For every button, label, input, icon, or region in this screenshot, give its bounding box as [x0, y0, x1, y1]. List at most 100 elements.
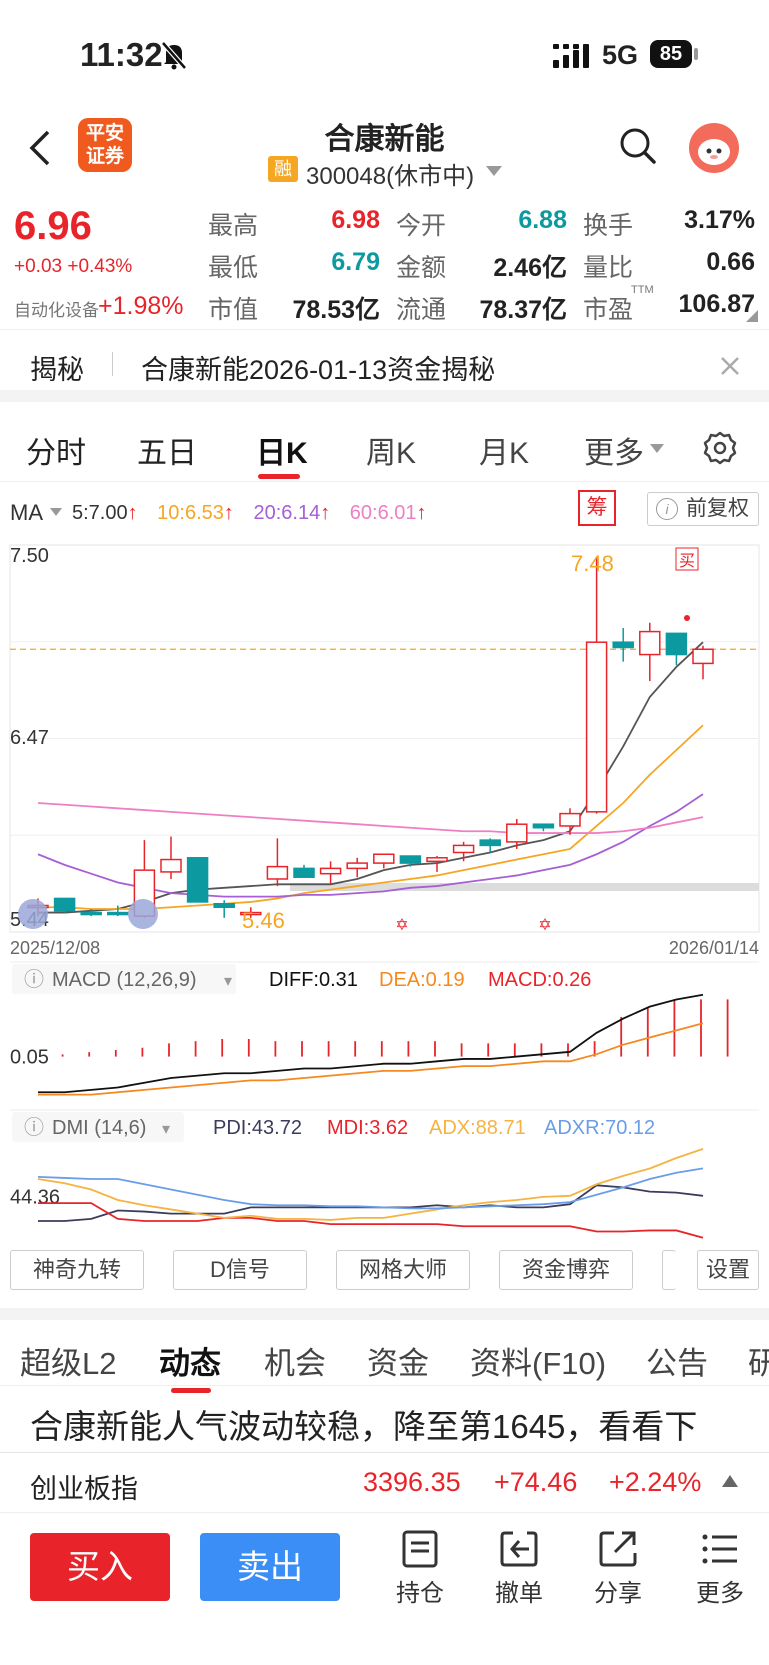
quote-label: 今开 [396, 212, 447, 240]
d-signal-button[interactable]: D信号 [173, 1250, 307, 1290]
pdi-label: PDI:43.72 [213, 1117, 302, 1139]
quote-value: 3.17% [684, 206, 755, 234]
candle-body [559, 812, 581, 827]
document-icon [402, 1530, 438, 1568]
settings-gear-icon[interactable] [702, 430, 738, 466]
candle-body [639, 630, 661, 656]
expand-up-icon[interactable] [722, 1475, 738, 1487]
quote-label: 市盈 [583, 296, 634, 324]
tab-intraday[interactable]: 分时 [26, 437, 86, 470]
network-type: 5G [602, 40, 639, 70]
share-icon [599, 1531, 637, 1567]
undo-icon [500, 1531, 538, 1567]
candle-body [426, 857, 448, 863]
chip-distribution-button[interactable]: 筹 [578, 490, 616, 526]
high-price-marker: 7.48 [571, 551, 614, 576]
search-icon[interactable] [618, 126, 658, 166]
share-button[interactable]: 分享 [586, 1529, 650, 1608]
sector-name[interactable]: 自动化设备 [14, 301, 99, 320]
candle-body [266, 865, 289, 880]
dmi-y-label: 44.36 [10, 1186, 60, 1208]
candle-body [373, 853, 395, 864]
news-headline[interactable]: 合康新能人气波动较稳，降至第1645，看看下 [30, 1408, 698, 1445]
banner-text[interactable]: 合康新能2026-01-13资金揭秘 [141, 355, 496, 385]
event-star-icon: ✡ [395, 917, 408, 934]
back-arrow-icon[interactable] [26, 128, 52, 168]
tab-super-l2[interactable]: 超级L2 [20, 1346, 117, 1381]
quote-label: 市值 [208, 296, 259, 324]
margin-badge: 融 [268, 156, 298, 182]
candle-body [240, 911, 262, 916]
tab-five-day[interactable]: 五日 [137, 437, 197, 470]
adx-label: ADX:88.71 [429, 1117, 526, 1139]
stock-header: 平安 证券 合康新能 融 300048(休市中) [0, 110, 769, 192]
cancel-order-button[interactable]: 撤单 [487, 1529, 551, 1608]
index-name: 创业板指 [30, 1474, 138, 1504]
adjust-button[interactable]: 前复权 i [647, 492, 759, 526]
mdi-label: MDI:3.62 [327, 1117, 408, 1139]
stock-code-status[interactable]: 300048(休市中) [306, 163, 475, 190]
banner-tag: 揭秘 [30, 355, 84, 385]
candle-body [160, 858, 182, 873]
tab-capital[interactable]: 资金 [367, 1346, 429, 1381]
index-ticker[interactable]: 创业板指 3396.35 +74.46 +2.24% [0, 1452, 769, 1512]
more-tool-button[interactable] [662, 1250, 676, 1290]
drag-handle-icon [18, 899, 48, 929]
last-price: 6.96 [14, 204, 92, 248]
tab-active-indicator [258, 474, 300, 479]
quote-label: 换手 [583, 212, 634, 240]
tab-announcement[interactable]: 公告 [646, 1346, 708, 1381]
ma-values: 5:7.00↑ 10:6.53↑ 20:6.14↑ 60:6.01↑ [72, 502, 427, 524]
news-tab-indicator [171, 1388, 211, 1393]
dmi-line-adx [37, 1148, 704, 1221]
candle-body [452, 844, 475, 854]
tab-opportunity[interactable]: 机会 [264, 1346, 326, 1381]
magic-nine-button[interactable]: 神奇九转 [10, 1250, 144, 1290]
dmi-line-adxr [37, 1167, 704, 1210]
candle-body [532, 823, 555, 829]
assistant-avatar-icon[interactable] [688, 122, 740, 174]
close-icon[interactable] [720, 356, 740, 376]
quote-value: 6.88 [518, 206, 567, 234]
buy-button[interactable]: 买入 [30, 1533, 170, 1601]
ma-caret-icon[interactable] [50, 508, 62, 516]
quote-panel: 6.96 +0.03 +0.43% 自动化设备 +1.98% 最高 6.98 今开 6… [0, 192, 769, 330]
tab-research[interactable]: 研 [748, 1346, 769, 1381]
capital-game-button[interactable]: 资金博弈 [499, 1250, 633, 1290]
tab-f10[interactable]: 资料(F10) [470, 1346, 607, 1381]
tab-more[interactable]: 更多 [584, 437, 644, 470]
index-value: 3396.35 [363, 1467, 461, 1497]
battery-tip [694, 48, 698, 60]
caret-down-icon[interactable] [486, 166, 502, 176]
candle-body [399, 855, 422, 864]
broker-logo[interactable]: 平安 证券 [78, 118, 132, 172]
kline-chart-area[interactable]: ⓘ MACD (12,26,9) ▾ DIFF:0.31 DEA:0.19 MACD:0.… [0, 536, 769, 1250]
clock: 11:32 [80, 36, 163, 73]
quote-value: 106.87 [678, 290, 755, 318]
corner-expand-icon[interactable] [746, 310, 758, 322]
menu-list-icon [702, 1534, 737, 1564]
quote-value: 6.79 [331, 248, 380, 276]
tab-monthly-k[interactable]: 月K [479, 437, 530, 470]
holdings-button[interactable]: 持仓 [388, 1529, 452, 1608]
sell-button[interactable]: 卖出 [200, 1533, 340, 1601]
y-axis-label: 7.50 [10, 545, 49, 567]
ttm-superscript: TTM [631, 284, 654, 296]
low-price-marker: 5.46 [242, 908, 285, 933]
tab-weekly-k[interactable]: 周K [366, 437, 417, 470]
grid-master-button[interactable]: 网格大师 [336, 1250, 470, 1290]
more-button[interactable]: 更多 [688, 1529, 752, 1608]
buy-marker: 买 [679, 552, 695, 570]
sector-change: +1.98% [98, 292, 184, 320]
macd-line-dea [38, 1022, 704, 1096]
tab-daily-k[interactable]: 日K [256, 437, 308, 470]
tab-dynamics[interactable]: 动态 [159, 1346, 221, 1381]
event-star-icon: ✡ [538, 917, 551, 934]
ma-line-60 [37, 802, 704, 834]
ma-label[interactable]: MA [10, 500, 43, 525]
x-axis-start-label: 2025/12/08 [10, 938, 100, 958]
info-icon: i [656, 498, 678, 520]
more-caret-icon[interactable] [650, 444, 664, 453]
reveal-banner[interactable]: 揭秘 合康新能2026-01-13资金揭秘 [0, 330, 769, 402]
tool-settings-button[interactable]: 设置 [697, 1250, 759, 1290]
